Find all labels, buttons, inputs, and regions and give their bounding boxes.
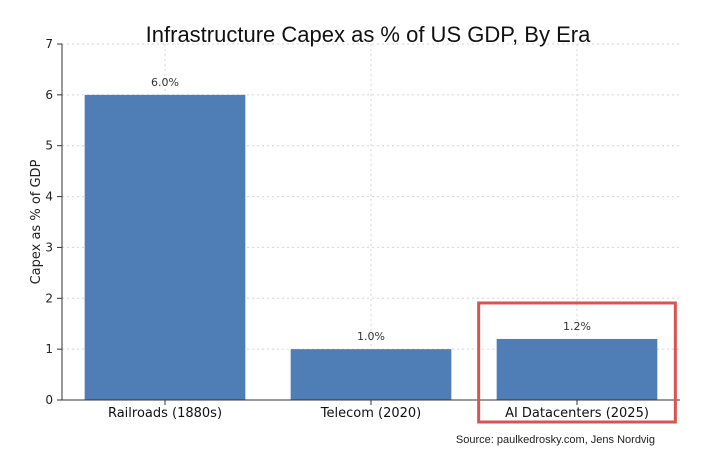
highlight-box [477, 301, 677, 424]
data-label-2: 1.0% [357, 330, 385, 343]
chart-title: Infrastructure Capex as % of US GDP, By … [146, 22, 591, 47]
y-tick-label: 2 [45, 291, 53, 305]
source-note: Source: paulkedrosky.com, Jens Nordvig [456, 434, 655, 446]
bar-3 [496, 338, 658, 400]
y-tick-label: 4 [45, 190, 53, 204]
data-label-3: 1.2% [563, 320, 591, 333]
x-tick-label-3: AI Datacenters (2025) [505, 406, 649, 421]
y-tick-label: 5 [45, 139, 53, 153]
bars [84, 94, 658, 400]
y-tick-label: 6 [45, 88, 53, 102]
bar-2 [290, 349, 452, 400]
y-axis-label: Capex as % of GDP [29, 159, 44, 284]
y-tick-label: 0 [45, 393, 53, 407]
y-tick-label: 7 [45, 37, 53, 51]
x-tick-label-2: Telecom (2020) [320, 406, 421, 421]
labels: 0 1 2 3 4 5 6 7 6.0% Railroads (1880s) 1.0% Telecom… [45, 37, 677, 424]
x-tick-label-1: Railroads (1880s) [108, 406, 222, 421]
bar-1 [84, 94, 246, 400]
axes [57, 43, 680, 405]
y-tick-label: 1 [45, 342, 53, 356]
y-tick-label: 3 [45, 240, 53, 254]
data-label-1: 6.0% [151, 76, 179, 89]
